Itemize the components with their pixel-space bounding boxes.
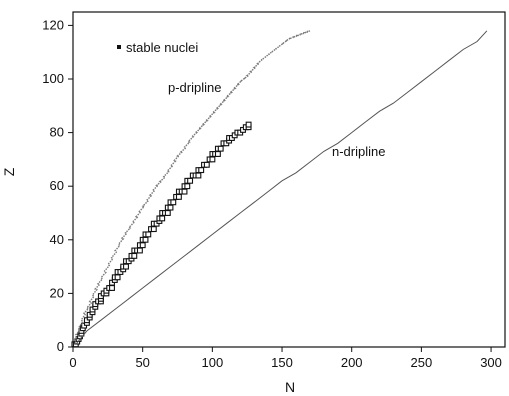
stable-nuclei-point	[170, 199, 177, 206]
stable-nuclei-point	[123, 263, 129, 270]
stable-nuclei-point	[184, 183, 191, 190]
x-tick-label: 150	[271, 355, 293, 370]
x-tick-label: 100	[202, 355, 224, 370]
stable-nuclei-point	[203, 161, 210, 168]
stable-nuclei-point	[139, 242, 146, 249]
stable-nuclei-point	[159, 215, 166, 222]
y-tick-label: 40	[50, 232, 64, 247]
annotation-n-dripline: n-dripline	[332, 144, 385, 159]
y-tick-label: 120	[42, 17, 64, 32]
p-dripline-line	[72, 30, 311, 342]
plot-frame	[72, 11, 506, 348]
x-tick-label: 200	[341, 355, 363, 370]
stable-nuclei-point	[142, 236, 149, 243]
stable-nuclei-point	[195, 172, 202, 179]
stable-nuclei-point	[214, 151, 221, 157]
x-tick-label: 50	[135, 355, 149, 370]
annotation-p-dripline: p-dripline	[168, 80, 221, 95]
y-tick-label: 0	[57, 339, 64, 354]
legend-stable-nuclei-label: stable nuclei	[126, 40, 198, 55]
stable-nuclei-point	[198, 167, 205, 174]
stable-nuclei-point	[114, 274, 121, 281]
stable-nuclei-point	[217, 145, 224, 152]
stable-nuclei-point	[175, 193, 182, 200]
y-axis-label: Z	[1, 167, 17, 176]
series-layer	[71, 30, 488, 348]
stable-nuclei-point	[150, 226, 157, 233]
axes: 0 50 100 150 200 250 300 0 20 40 60 80 100 120	[42, 11, 506, 370]
n-dripline-line	[75, 30, 488, 345]
stable-nuclei-point	[187, 177, 194, 184]
x-tick-label: 250	[411, 355, 433, 370]
legend-stable-nuclei-marker	[117, 45, 121, 49]
x-tick-label: 0	[69, 355, 76, 370]
stable-nuclei-point	[164, 210, 171, 216]
stable-nuclei-point	[109, 285, 115, 291]
stable-nuclei-point	[167, 204, 174, 211]
stable-nuclei-point	[209, 156, 216, 163]
stable-nuclei-point	[131, 252, 138, 259]
y-tick-label: 20	[50, 285, 64, 300]
y-tick-label: 60	[50, 178, 64, 193]
x-tick-label: 300	[480, 355, 502, 370]
labels-layer: N Z stable nuclei p-dripline n-dripline	[1, 40, 385, 395]
stable-nuclei-point	[245, 121, 252, 128]
x-axis-label: N	[285, 379, 295, 395]
stable-nuclei-point	[136, 247, 143, 254]
stable-nuclei-point	[181, 188, 188, 195]
stable-nuclei-point	[145, 231, 152, 238]
y-tick-label: 80	[50, 125, 64, 140]
y-tick-label: 100	[42, 71, 64, 86]
